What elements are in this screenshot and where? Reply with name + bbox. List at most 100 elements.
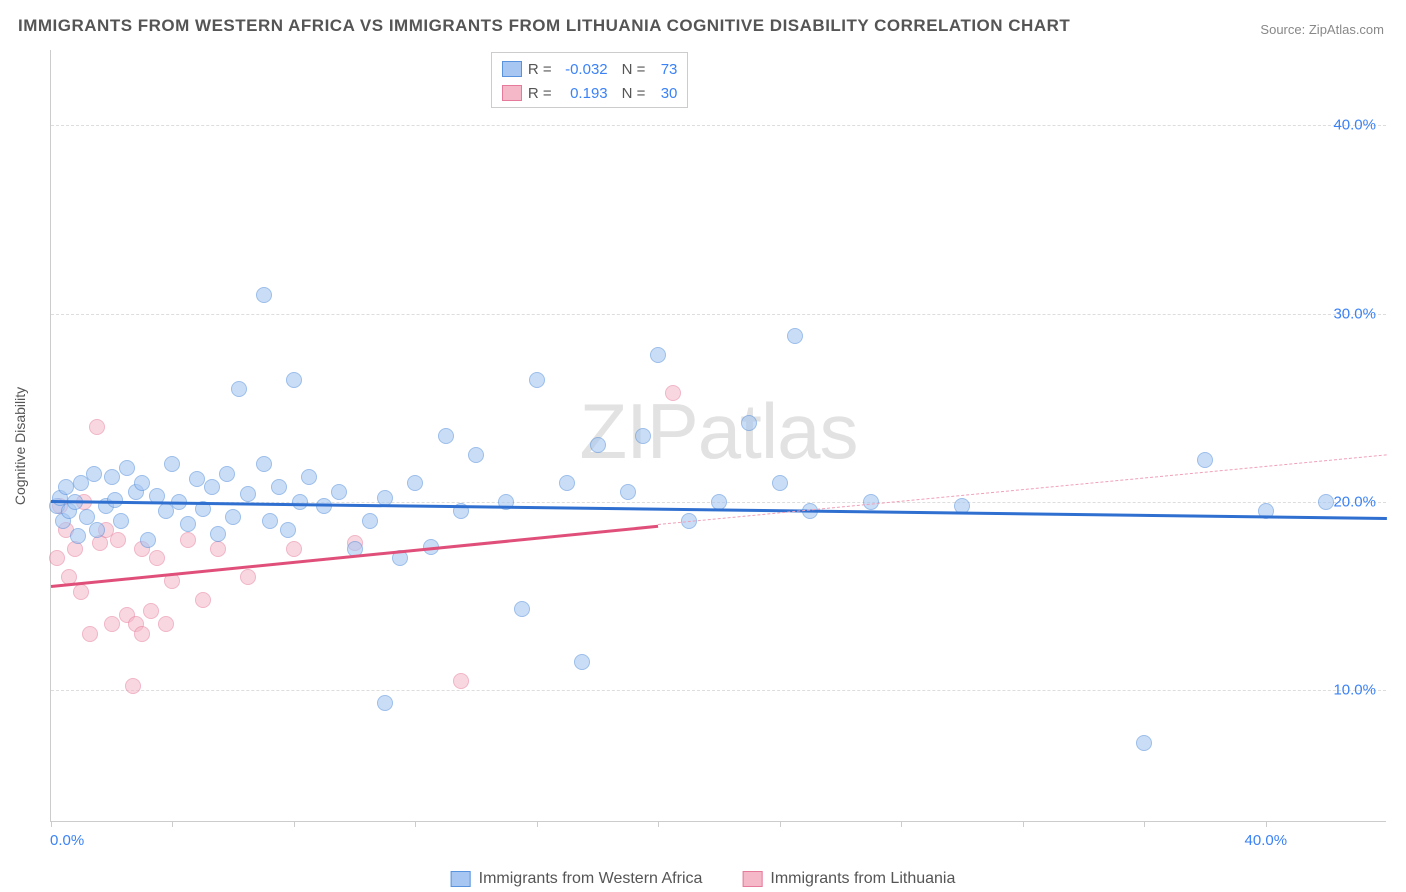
chart-title: IMMIGRANTS FROM WESTERN AFRICA VS IMMIGR… <box>18 16 1070 36</box>
data-point <box>70 528 86 544</box>
data-point <box>377 695 393 711</box>
data-point <box>292 494 308 510</box>
data-point <box>286 541 302 557</box>
source-attribution: Source: ZipAtlas.com <box>1260 22 1384 37</box>
data-point <box>189 471 205 487</box>
data-point <box>82 626 98 642</box>
data-point <box>104 469 120 485</box>
data-point <box>741 415 757 431</box>
x-tick <box>1023 821 1024 827</box>
stat-n-value: 73 <box>651 61 677 78</box>
data-point <box>362 513 378 529</box>
legend-swatch <box>742 871 762 887</box>
data-point <box>73 584 89 600</box>
x-tick <box>415 821 416 827</box>
x-tick <box>658 821 659 827</box>
bottom-legend: Immigrants from Western Africa Immigrants… <box>451 870 956 888</box>
x-tick <box>172 821 173 827</box>
data-point <box>104 616 120 632</box>
data-point <box>514 601 530 617</box>
data-point <box>125 678 141 694</box>
data-point <box>86 466 102 482</box>
data-point <box>231 381 247 397</box>
data-point <box>438 428 454 444</box>
data-point <box>650 347 666 363</box>
data-point <box>665 385 681 401</box>
gridline <box>51 314 1386 315</box>
data-point <box>143 603 159 619</box>
y-tick-label: 30.0% <box>1333 305 1376 322</box>
data-point <box>559 475 575 491</box>
source-value: ZipAtlas.com <box>1309 22 1384 37</box>
data-point <box>134 475 150 491</box>
legend-label: Immigrants from Western Africa <box>479 870 703 888</box>
data-point <box>210 526 226 542</box>
data-point <box>262 513 278 529</box>
data-point <box>158 616 174 632</box>
data-point <box>256 287 272 303</box>
y-tick-label: 20.0% <box>1333 493 1376 510</box>
x-tick-label-left: 0.0% <box>50 832 84 849</box>
legend-swatch <box>502 61 522 77</box>
data-point <box>1197 452 1213 468</box>
data-point <box>256 456 272 472</box>
stat-n-label: N = <box>622 85 646 102</box>
data-point <box>225 509 241 525</box>
data-point <box>89 419 105 435</box>
stats-legend-row: R = 0.193 N = 30 <box>502 81 678 105</box>
data-point <box>635 428 651 444</box>
data-point <box>453 673 469 689</box>
stat-r-value: -0.032 <box>558 61 608 78</box>
x-tick <box>51 821 52 827</box>
data-point <box>89 522 105 538</box>
data-point <box>210 541 226 557</box>
x-tick <box>1266 821 1267 827</box>
data-point <box>219 466 235 482</box>
stat-n-label: N = <box>622 61 646 78</box>
y-tick-label: 40.0% <box>1333 117 1376 134</box>
data-point <box>620 484 636 500</box>
data-point <box>772 475 788 491</box>
x-tick-label-right: 40.0% <box>1245 832 1288 849</box>
data-point <box>301 469 317 485</box>
data-point <box>119 460 135 476</box>
stat-r-value: 0.193 <box>558 85 608 102</box>
legend-swatch <box>502 85 522 101</box>
data-point <box>1136 735 1152 751</box>
data-point <box>240 569 256 585</box>
stat-r-label: R = <box>528 61 552 78</box>
x-tick <box>294 821 295 827</box>
data-point <box>195 592 211 608</box>
data-point <box>204 479 220 495</box>
legend-swatch <box>451 871 471 887</box>
data-point <box>286 372 302 388</box>
data-point <box>468 447 484 463</box>
data-point <box>180 532 196 548</box>
watermark-text: ZIPatlas <box>579 385 857 476</box>
x-tick <box>1144 821 1145 827</box>
stats-legend: R = -0.032 N = 73 R = 0.193 N = 30 <box>491 52 689 108</box>
data-point <box>271 479 287 495</box>
data-point <box>140 532 156 548</box>
gridline <box>51 125 1386 126</box>
bottom-legend-item: Immigrants from Lithuania <box>742 870 955 888</box>
scatter-plot-area: ZIPatlas 10.0% 20.0% 30.0% 40.0% <box>50 50 1386 822</box>
data-point <box>113 513 129 529</box>
data-point <box>331 484 347 500</box>
data-point <box>134 626 150 642</box>
gridline <box>51 690 1386 691</box>
stat-r-label: R = <box>528 85 552 102</box>
data-point <box>863 494 879 510</box>
data-point <box>164 456 180 472</box>
data-point <box>407 475 423 491</box>
stat-n-value: 30 <box>651 85 677 102</box>
y-tick-label: 10.0% <box>1333 682 1376 699</box>
data-point <box>149 550 165 566</box>
bottom-legend-item: Immigrants from Western Africa <box>451 870 703 888</box>
x-tick <box>901 821 902 827</box>
legend-label: Immigrants from Lithuania <box>770 870 955 888</box>
y-axis-label: Cognitive Disability <box>12 387 28 505</box>
data-point <box>574 654 590 670</box>
stats-legend-row: R = -0.032 N = 73 <box>502 57 678 81</box>
data-point <box>590 437 606 453</box>
